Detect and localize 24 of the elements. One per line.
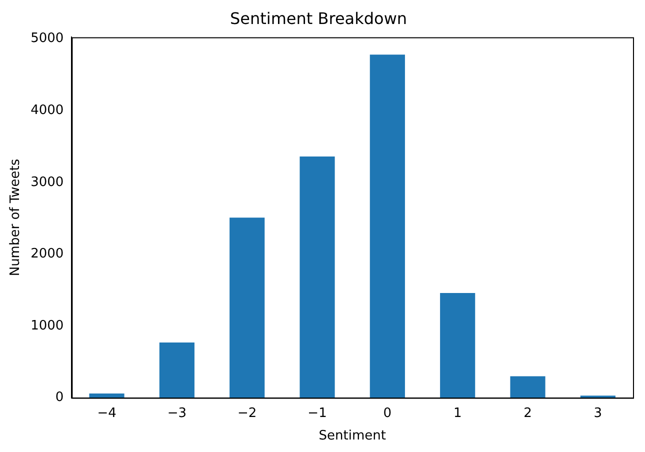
x-tick-label: −4	[97, 406, 116, 421]
y-tick-label: 2000	[30, 246, 64, 262]
x-tick-label: 3	[594, 406, 602, 421]
bar	[370, 54, 405, 398]
bar	[159, 342, 194, 398]
x-axis-title: Sentiment	[318, 428, 386, 444]
y-tick-label: 4000	[30, 102, 64, 118]
y-tick-label: 0	[55, 390, 64, 406]
x-tick-label: −2	[238, 406, 257, 421]
x-tick-label: 0	[383, 406, 392, 421]
y-tick-label: 1000	[30, 318, 64, 334]
chart-title: Sentiment Breakdown	[230, 8, 408, 28]
bar	[89, 393, 124, 398]
y-tick-label: 3000	[30, 174, 64, 190]
x-tick-label: 1	[453, 406, 462, 421]
bar	[230, 218, 265, 398]
bar	[510, 376, 546, 398]
x-tick-label: −3	[167, 406, 187, 421]
bar	[300, 156, 335, 398]
y-tick-label: 5000	[30, 31, 64, 46]
bar	[440, 292, 476, 398]
x-tick-label: 2	[524, 406, 532, 421]
y-axis-title: Number of Tweets	[8, 158, 24, 276]
x-tick-label: −1	[308, 406, 327, 421]
